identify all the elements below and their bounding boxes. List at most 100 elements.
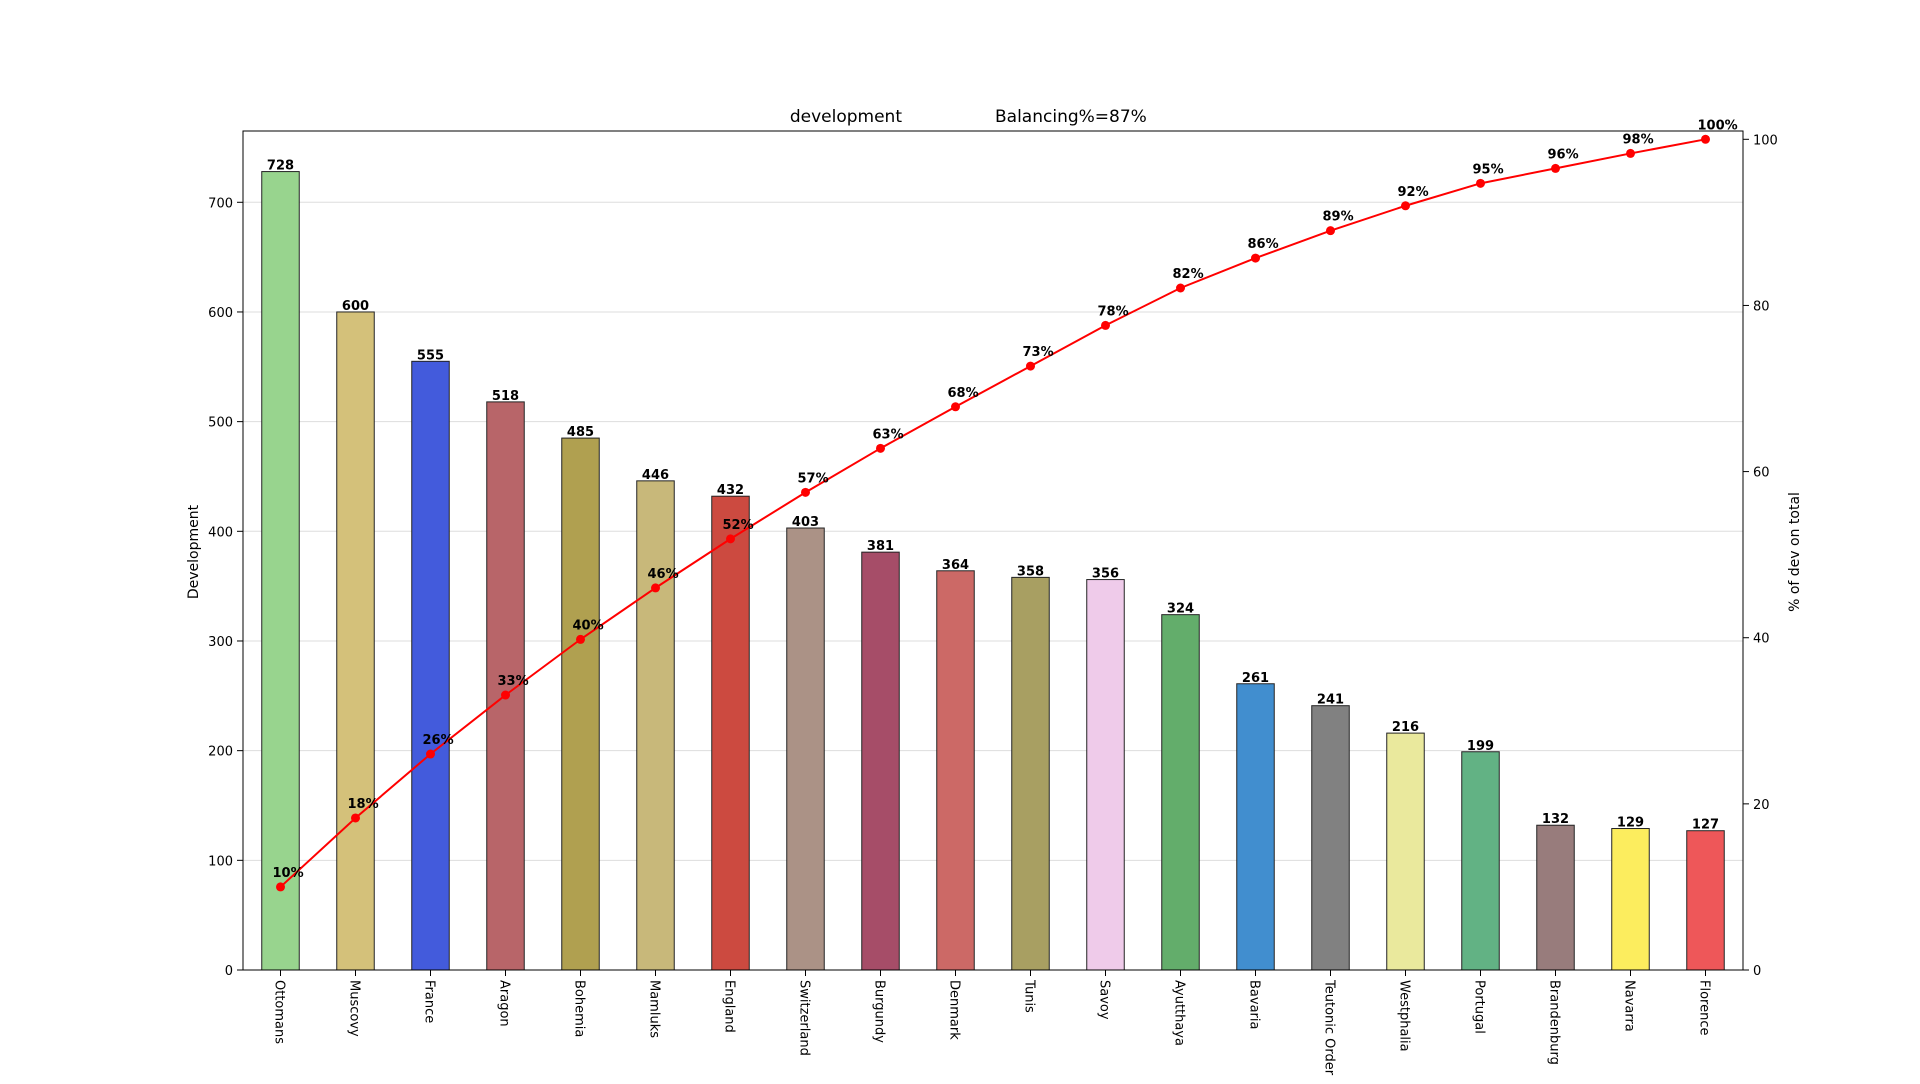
axes-layer: 0 100 200 300 400 500 600 700 0 20 40 60 80 100 Ottoma… xyxy=(208,133,1778,1075)
bar-mamluks xyxy=(636,480,675,971)
cumulative-percent-label: 100% xyxy=(1698,118,1738,133)
cumulative-point xyxy=(1701,134,1710,144)
bars-layer xyxy=(261,171,1725,971)
cumulative-point xyxy=(651,583,660,593)
y-tick-label: 300 xyxy=(208,635,233,650)
y-tick-label: 500 xyxy=(208,416,233,431)
bar-value-label: 518 xyxy=(492,389,519,404)
x-tick-label: Bavaria xyxy=(1247,980,1262,1029)
x-tick-label: Ayutthaya xyxy=(1172,980,1187,1046)
bar-labels-layer: 728 600 555 518 485 446 432 403 381 364 358 356 324 2… xyxy=(267,159,1719,833)
bar-value-label: 241 xyxy=(1317,693,1344,708)
y-tick-label: 700 xyxy=(208,196,233,211)
x-tick-label: Mamluks xyxy=(647,980,662,1038)
y-tick-label: 200 xyxy=(208,745,233,760)
y-axis-label: Development xyxy=(186,504,202,599)
bar-value-label: 432 xyxy=(717,483,744,498)
x-tick-label: Denmark xyxy=(947,980,962,1040)
y2-tick-label: 80 xyxy=(1753,299,1770,314)
cumulative-point xyxy=(1101,320,1110,330)
bar-denmark xyxy=(936,570,975,971)
cumulative-percent-label: 68% xyxy=(948,386,979,401)
cumulative-point xyxy=(426,749,435,759)
cumulative-percent-label: 10% xyxy=(273,866,304,881)
cumulative-percent-label: 89% xyxy=(1323,210,1354,225)
x-tick-label: Portugal xyxy=(1472,980,1487,1034)
bar-value-label: 403 xyxy=(792,515,819,530)
bar-value-label: 261 xyxy=(1242,671,1269,686)
bar-value-label: 728 xyxy=(267,159,294,174)
bar-westphalia xyxy=(1386,732,1425,971)
bar-value-label: 485 xyxy=(567,425,594,440)
cumulative-percent-label: 63% xyxy=(873,427,904,442)
bar-burgundy xyxy=(861,551,900,971)
bar-portugal xyxy=(1461,751,1500,971)
cumulative-point xyxy=(1176,283,1185,293)
cumulative-point xyxy=(726,534,735,544)
cumulative-percent-label: 82% xyxy=(1173,267,1204,282)
x-tick-label: Navarra xyxy=(1622,980,1637,1032)
x-tick-label: Florence xyxy=(1697,980,1712,1036)
cumulative-percent-label: 57% xyxy=(798,471,829,486)
cumulative-percent-label: 78% xyxy=(1098,304,1129,319)
bar-france xyxy=(411,360,450,971)
x-tick-label: Ottomans xyxy=(272,980,287,1044)
chart-title: development xyxy=(790,107,902,127)
bar-value-label: 555 xyxy=(417,348,444,363)
y2-tick-label: 40 xyxy=(1753,632,1770,647)
cumulative-point xyxy=(1626,148,1635,158)
bar-muscovy xyxy=(336,311,375,971)
bar-value-label: 324 xyxy=(1167,602,1194,617)
bar-tunis xyxy=(1011,576,1050,971)
x-tick-label: Tunis xyxy=(1022,979,1037,1013)
y-tick-label: 100 xyxy=(208,854,233,869)
cumulative-percent-label: 26% xyxy=(423,733,454,748)
y-tick-label: 400 xyxy=(208,525,233,540)
bar-value-label: 600 xyxy=(342,299,369,314)
bar-value-label: 446 xyxy=(642,468,669,483)
bar-value-label: 356 xyxy=(1092,567,1119,582)
cumulative-line-layer: 10% 18% 26% 33% 40% 46% 52% 57% 63% 68% 73% 78% 82% 8… xyxy=(273,118,1738,892)
bar-ottomans xyxy=(261,171,300,971)
bar-value-label: 127 xyxy=(1692,818,1719,833)
plot-frame xyxy=(242,130,1744,971)
y2-tick-label: 60 xyxy=(1753,466,1770,481)
x-tick-label: Savoy xyxy=(1097,980,1112,1020)
bar-value-label: 364 xyxy=(942,558,969,573)
cumulative-point xyxy=(1551,163,1560,173)
cumulative-percent-label: 96% xyxy=(1548,147,1579,162)
cumulative-percent-label: 33% xyxy=(498,674,529,689)
cumulative-percent-label: 40% xyxy=(573,618,604,633)
bar-teutonic-order xyxy=(1311,705,1350,971)
cumulative-point xyxy=(801,487,810,497)
bar-value-label: 132 xyxy=(1542,812,1569,827)
cumulative-point xyxy=(576,634,585,644)
cumulative-point xyxy=(501,690,510,700)
bar-ayutthaya xyxy=(1161,614,1200,971)
bar-value-label: 358 xyxy=(1017,564,1044,579)
grid-layer xyxy=(243,201,1743,971)
x-tick-label: Switzerland xyxy=(797,980,812,1056)
cumulative-percent-label: 98% xyxy=(1623,132,1654,147)
y-tick-label: 600 xyxy=(208,306,233,321)
y2-tick-label: 20 xyxy=(1753,798,1770,813)
cumulative-percent-label: 92% xyxy=(1398,185,1429,200)
bar-navarra xyxy=(1611,828,1650,971)
bar-bavaria xyxy=(1236,683,1275,971)
x-tick-label: Bohemia xyxy=(572,980,587,1037)
cumulative-point xyxy=(951,402,960,412)
y2-tick-label: 100 xyxy=(1753,133,1778,148)
cumulative-line xyxy=(279,138,1706,888)
x-tick-label: Brandenburg xyxy=(1547,980,1562,1065)
bar-england xyxy=(711,495,750,971)
x-tick-label: England xyxy=(722,980,737,1033)
chart-title-balancing: Balancing%=87% xyxy=(995,107,1147,127)
cumulative-point xyxy=(1326,226,1335,236)
bar-value-label: 381 xyxy=(867,539,894,554)
y2-tick-label: 0 xyxy=(1753,964,1761,979)
cumulative-point xyxy=(1251,253,1260,263)
x-tick-label: Burgundy xyxy=(872,980,887,1043)
cumulative-point xyxy=(276,882,285,892)
x-tick-label: Teutonic Order xyxy=(1322,979,1337,1076)
